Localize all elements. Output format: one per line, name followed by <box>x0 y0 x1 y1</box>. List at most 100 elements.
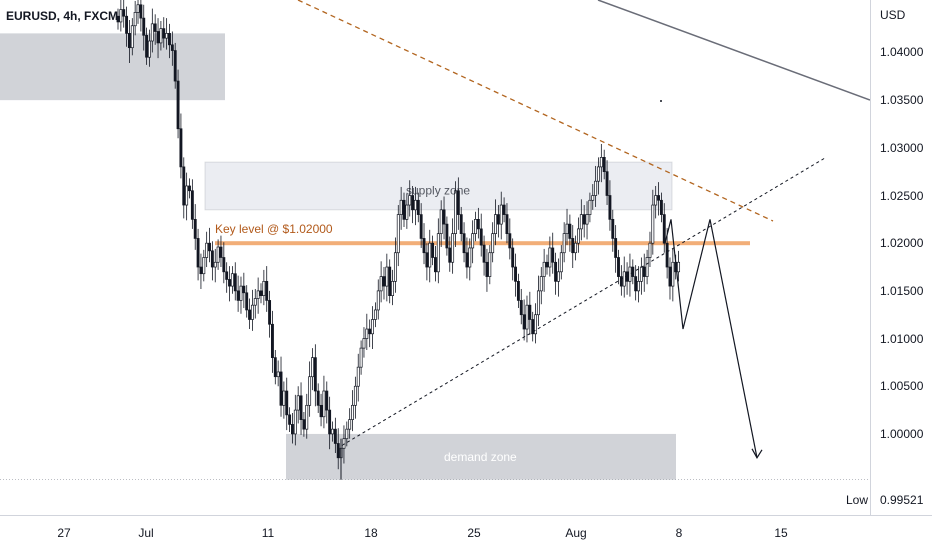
candle-body <box>665 242 669 268</box>
candle-body <box>468 247 472 268</box>
candle-body <box>508 233 512 249</box>
candle-body <box>454 190 457 235</box>
candle-body <box>474 219 477 235</box>
candle-body <box>328 409 332 435</box>
candle-body <box>536 290 540 316</box>
candle-body <box>182 166 186 206</box>
candle-body <box>262 280 266 296</box>
price-tick-label: 1.00500 <box>880 379 924 394</box>
candle-body <box>522 314 526 330</box>
candle-body <box>122 9 126 17</box>
candle-body <box>565 223 569 235</box>
candle-body <box>516 280 520 301</box>
time-tick-label: 8 <box>675 526 683 540</box>
resistance-dashed-line <box>297 0 774 222</box>
candle-body <box>210 250 214 268</box>
candle-body <box>559 252 563 273</box>
candle-body <box>637 280 640 292</box>
candle-body <box>413 199 417 211</box>
candle-body <box>476 219 480 230</box>
candle-body <box>391 280 395 296</box>
candle-body <box>411 195 415 211</box>
time-axis[interactable] <box>0 515 932 551</box>
candle-body <box>293 409 297 435</box>
time-tick-label: 27 <box>57 526 71 540</box>
candle-body <box>465 252 469 268</box>
symbol-title: EURUSD, 4h, FXCM <box>6 9 119 23</box>
candle-body <box>245 292 249 311</box>
candle-body <box>133 12 137 27</box>
candle-body <box>634 276 638 292</box>
zones <box>0 33 750 480</box>
candle-body <box>325 390 329 411</box>
candle-body <box>659 199 663 215</box>
candle-body <box>677 261 681 273</box>
candle-body <box>531 319 535 335</box>
price-axis[interactable] <box>870 0 932 515</box>
candle-body <box>288 414 292 425</box>
candle-body <box>551 247 555 263</box>
candle-body <box>165 33 169 39</box>
chart-plot[interactable]: supply zone demand zone Key level @ $1.020… <box>0 0 870 515</box>
candle-body <box>371 319 374 335</box>
price-tick-label: 1.01500 <box>880 283 924 298</box>
candle-body <box>253 298 257 306</box>
time-tick-label: 25 <box>467 526 481 540</box>
candle-body <box>145 34 149 58</box>
annotations <box>297 0 870 480</box>
candle-body <box>265 280 269 301</box>
candle-body <box>588 199 592 215</box>
projection-path <box>664 219 758 458</box>
candle-body <box>436 233 440 273</box>
candle-body <box>416 199 420 215</box>
candle-body <box>657 195 660 201</box>
candle-body <box>208 242 211 252</box>
candle-body <box>256 290 260 299</box>
candle-body <box>170 44 174 51</box>
candle-body <box>342 438 346 449</box>
candle-body <box>302 419 306 430</box>
candle-body <box>353 385 357 406</box>
candle-body <box>285 390 289 416</box>
supply-zone-label: supply zone <box>406 184 470 198</box>
candle-body <box>494 214 497 235</box>
key-level-label: Key level @ $1.02000 <box>215 222 333 236</box>
candle-body <box>611 219 615 239</box>
candle-body <box>359 347 363 368</box>
candle-body <box>333 428 337 444</box>
candle-body <box>485 261 489 277</box>
candle-body <box>602 157 606 173</box>
candle-body <box>419 214 423 239</box>
candle-body <box>230 273 234 287</box>
candle-body <box>373 309 377 320</box>
candle-body <box>556 271 560 282</box>
candle-body <box>505 214 509 235</box>
candle-body <box>345 428 349 440</box>
candle-body <box>291 424 294 435</box>
candle-body <box>514 266 517 282</box>
candle-body <box>136 4 140 13</box>
candle-body <box>190 190 194 220</box>
candle-body <box>196 238 200 268</box>
zone-rect <box>0 33 225 101</box>
price-tick-label: 1.02500 <box>880 188 924 203</box>
candle-body <box>542 261 546 277</box>
candle-body <box>382 276 386 287</box>
candle-body <box>331 428 334 435</box>
candle-body <box>668 266 672 287</box>
candle-body <box>528 304 532 320</box>
candle-body <box>568 223 572 239</box>
time-tick-label: 11 <box>261 526 275 540</box>
chart-dot-marker <box>660 100 662 102</box>
candle-body <box>222 257 226 273</box>
candle-body <box>539 276 543 292</box>
time-tick-label: Jul <box>138 526 154 540</box>
time-tick-label: Aug <box>565 526 587 540</box>
candle-body <box>431 242 435 258</box>
candle-body <box>605 171 609 196</box>
candle-body <box>459 214 463 235</box>
candle-body <box>362 338 366 349</box>
candle-body <box>585 214 589 225</box>
candle-body <box>471 233 475 249</box>
candle-body <box>496 214 500 225</box>
